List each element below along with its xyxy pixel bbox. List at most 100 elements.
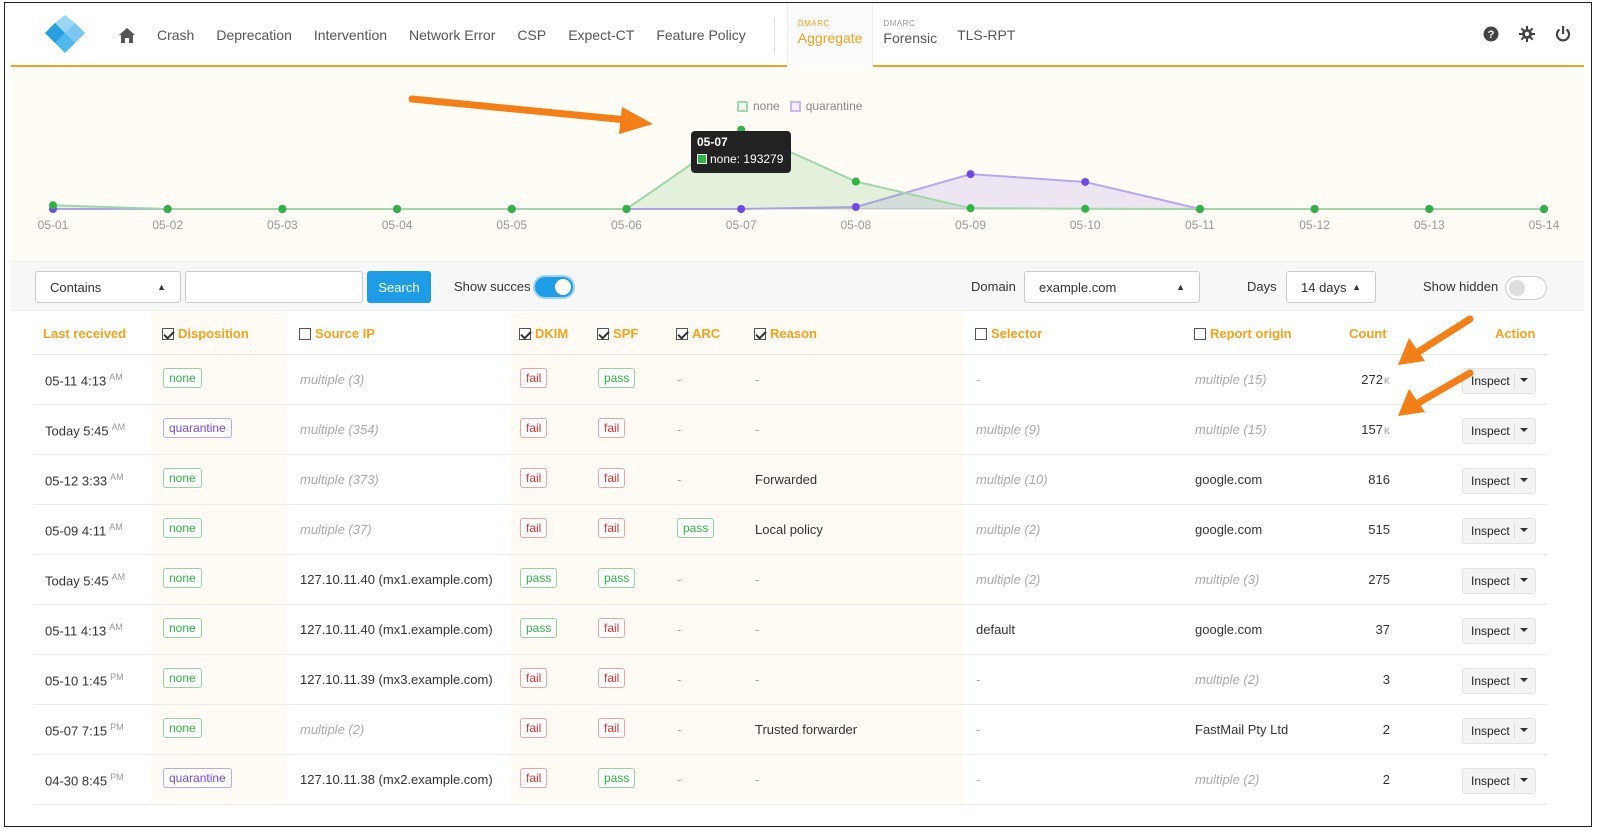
spf-column-checkbox[interactable] [597,327,609,340]
nav-feature-policy[interactable]: Feature Policy [656,27,746,43]
report-origin-column-checkbox[interactable] [1194,327,1206,340]
inspect-label: Inspect [1471,724,1510,738]
table-row[interactable]: 05-10 1:45 PM none 127.10.11.39 (mx3.exampl… [33,655,1548,705]
header-label: Disposition [178,326,249,341]
chevron-down-icon[interactable] [1520,428,1528,432]
inspect-label: Inspect [1471,624,1510,638]
nav-deprecation[interactable]: Deprecation [216,27,292,43]
chevron-down-icon[interactable] [1520,578,1528,582]
nav-expect-ct[interactable]: Expect-CT [568,27,635,43]
nav-aggregate-label: Aggregate [797,29,863,46]
chevron-down-icon[interactable] [1520,378,1528,382]
top-navbar: Crash Deprecation Intervention Network E… [11,3,1584,67]
help-icon[interactable]: ? [1482,25,1500,43]
button-divider [1514,523,1515,539]
table-row[interactable]: 05-07 7:15 PM none multiple (2) fail fail - Tru… [33,705,1548,755]
inspect-button[interactable]: Inspect [1462,718,1536,744]
search-input[interactable] [185,271,363,303]
table-row[interactable]: 05-09 4:11 AM none multiple (37) fail fail pas… [33,505,1548,555]
arc-column-checkbox[interactable] [676,327,688,340]
x-tick-label: 05-03 [267,218,298,232]
chevron-down-icon[interactable] [1520,478,1528,482]
home-icon[interactable] [115,23,139,47]
header-actions: ? [1482,25,1572,43]
chevron-down-icon[interactable] [1520,678,1528,682]
legend-item-quarantine[interactable]: quarantine [789,99,862,113]
source-ip-cell: multiple (37) [300,522,372,537]
header-report-origin[interactable]: Report origin [1194,326,1292,341]
count-value: 275 [1368,572,1390,587]
arc-cell: - [677,622,682,637]
nav-dmarc-aggregate[interactable]: DMARC Aggregate [786,3,874,67]
select-arrows-icon: ▲ [1352,282,1361,292]
selector-column-checkbox[interactable] [975,327,987,340]
disposition-badge: none [163,568,202,588]
domain-select[interactable]: example.com ▲ [1024,271,1200,303]
header-source-ip[interactable]: Source IP [299,326,375,341]
header-action: Action [1495,326,1536,341]
header-disposition[interactable]: Disposition [162,326,249,341]
inspect-button[interactable]: Inspect [1462,618,1536,644]
dkim-column-checkbox[interactable] [519,327,531,340]
reason-column-checkbox[interactable] [754,327,766,340]
days-select[interactable]: 14 days ▲ [1286,271,1376,303]
count-cell: 37 [1330,622,1390,637]
nav-intervention[interactable]: Intervention [313,27,388,43]
inspect-button[interactable]: Inspect [1462,768,1536,794]
data-point-none [1540,205,1548,213]
nav-dmarc-forensic[interactable]: DMARC Forensic [873,3,947,67]
search-button[interactable]: Search [367,271,431,303]
inspect-button[interactable]: Inspect [1462,568,1536,594]
show-success-toggle[interactable] [533,275,575,299]
app-logo[interactable] [41,15,89,55]
spf-badge: fail [598,668,626,688]
inspect-button[interactable]: Inspect [1462,668,1536,694]
table-row[interactable]: 05-12 3:33 AM none multiple (373) fail fail - F… [33,455,1548,505]
header-arc[interactable]: ARC [676,326,720,341]
header-last-received[interactable]: Last received [43,326,127,341]
show-hidden-toggle[interactable] [1505,276,1547,300]
power-icon[interactable] [1554,25,1572,43]
inspect-button[interactable]: Inspect [1462,418,1536,444]
legend-item-none[interactable]: none [737,99,780,113]
table-row[interactable]: Today 5:45 AM none 127.10.11.40 (mx1.exampl… [33,555,1548,605]
inspect-button[interactable]: Inspect [1462,518,1536,544]
header-count[interactable]: Count [1349,326,1387,341]
days-label: Days [1247,279,1277,294]
gear-icon[interactable] [1518,25,1536,43]
am-pm-text: AM [111,422,126,432]
chevron-down-icon[interactable] [1520,728,1528,732]
chevron-down-icon[interactable] [1520,628,1528,632]
header-dkim[interactable]: DKIM [519,326,568,341]
inspect-label: Inspect [1471,674,1510,688]
inspect-button[interactable]: Inspect [1462,368,1536,394]
time-text: 05-11 4:13 [45,623,107,639]
header-spf[interactable]: SPF [597,326,638,341]
spf-badge: fail [598,618,626,638]
header-selector[interactable]: Selector [975,326,1042,341]
table-row[interactable]: Today 5:45 AM quarantine multiple (354) fail… [33,405,1548,455]
nav-csp[interactable]: CSP [517,27,547,43]
chevron-down-icon[interactable] [1520,528,1528,532]
table-row[interactable]: 04-30 8:45 PM quarantine 127.10.11.38 (mx2.… [33,755,1548,805]
header-reason[interactable]: Reason [754,326,817,341]
legend-swatch [789,100,801,112]
disposition-column-checkbox[interactable] [162,327,174,340]
source-ip-cell: multiple (354) [300,422,379,437]
nav-divider [773,17,775,53]
reason-cell: Local policy [755,522,823,537]
source-ip-column-checkbox[interactable] [299,327,311,340]
dkim-badge: fail [520,668,548,688]
nav-crash[interactable]: Crash [157,27,195,43]
match-mode-select[interactable]: Contains ▲ [35,271,181,303]
chart-legend: none quarantine [737,99,862,113]
table-row[interactable]: 05-11 4:13 AM none 127.10.11.40 (mx1.exampl… [33,605,1548,655]
x-tick-label: 05-13 [1414,218,1445,232]
inspect-button[interactable]: Inspect [1462,468,1536,494]
table-row[interactable]: 05-11 4:13 AM none multiple (3) fail pass - - - m… [33,355,1548,405]
nav-network-error[interactable]: Network Error [409,27,496,43]
nav-tls-rpt[interactable]: TLS-RPT [957,27,1016,43]
data-point-quarantine [737,205,746,213]
chevron-down-icon[interactable] [1520,778,1528,782]
data-point-none [622,205,631,213]
